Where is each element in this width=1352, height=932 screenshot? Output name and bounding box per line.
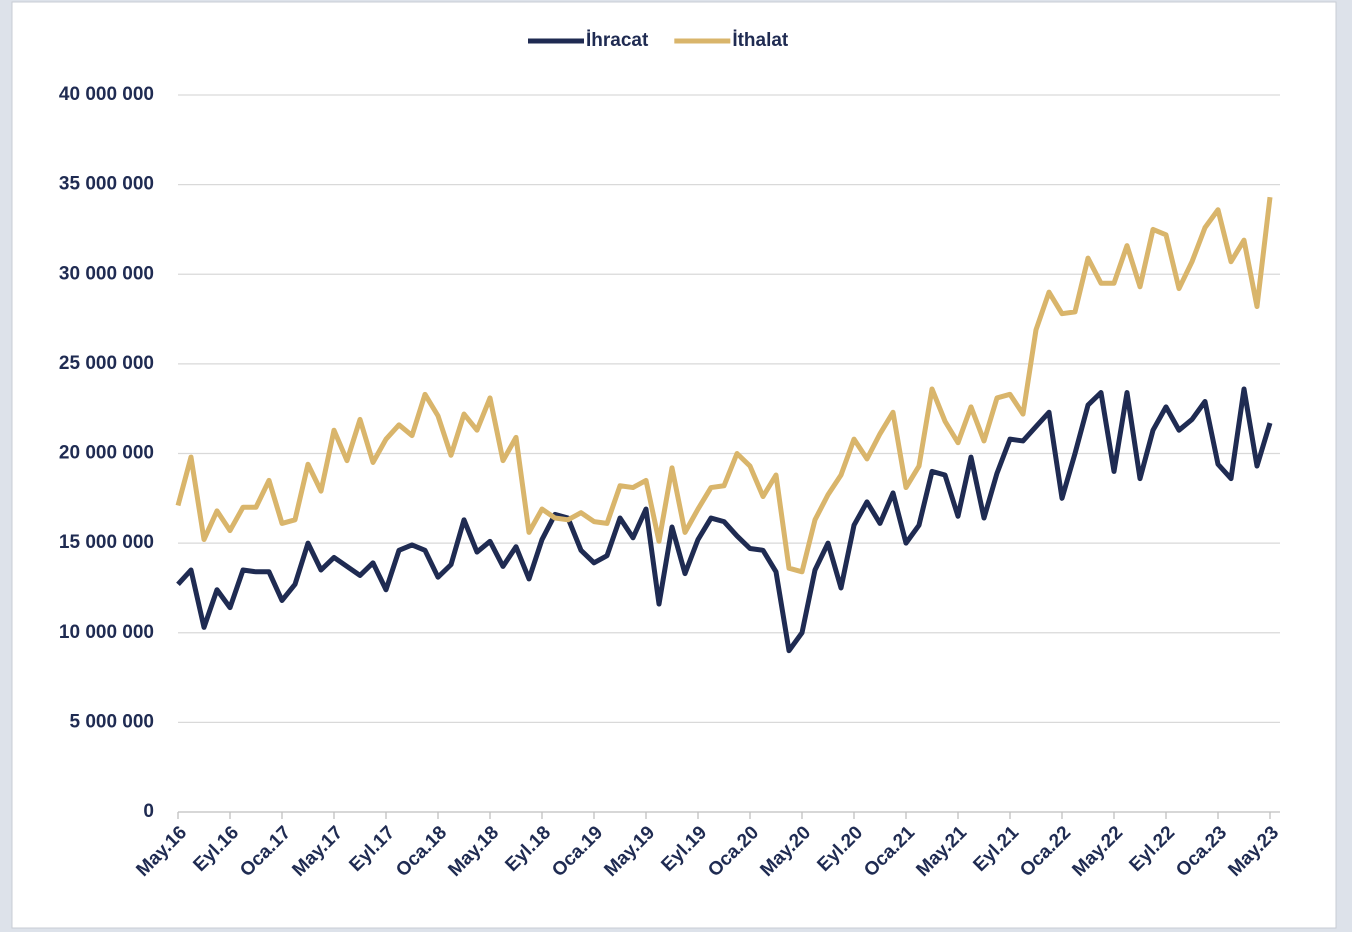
y-tick-label: 40 000 000 bbox=[59, 84, 154, 105]
y-tick-label: 0 bbox=[143, 801, 154, 822]
y-tick-label: 35 000 000 bbox=[59, 174, 154, 195]
y-tick-label: 10 000 000 bbox=[59, 622, 154, 643]
y-tick-label: 25 000 000 bbox=[59, 353, 154, 374]
y-tick-label: 15 000 000 bbox=[59, 532, 154, 553]
line-series bbox=[175, 196, 1273, 575]
y-tick-label: 5 000 000 bbox=[69, 711, 154, 732]
line-series bbox=[176, 386, 1273, 654]
legend-label: İthalat bbox=[732, 30, 789, 51]
y-tick-label: 20 000 000 bbox=[59, 443, 154, 464]
y-tick-label: 30 000 000 bbox=[59, 263, 154, 284]
legend-label: İhracat bbox=[586, 30, 649, 51]
